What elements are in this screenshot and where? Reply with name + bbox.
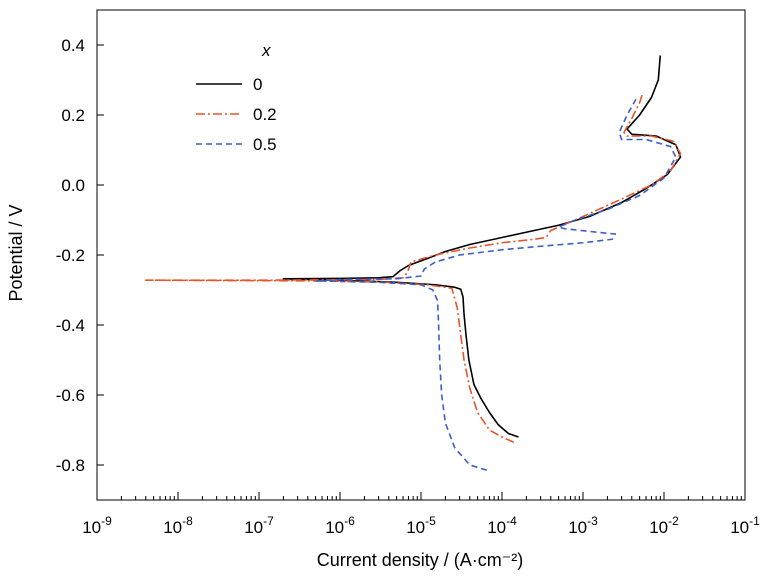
y-tick-label: 0.4 bbox=[61, 36, 85, 55]
x-tick-label: 10-4 bbox=[487, 514, 517, 537]
y-tick-label: -0.2 bbox=[56, 246, 85, 265]
x-tick-label: 10-2 bbox=[649, 514, 679, 537]
series-line-1 bbox=[144, 92, 682, 443]
x-tick-label: 10-6 bbox=[325, 514, 355, 537]
legend-title: x bbox=[261, 41, 271, 60]
x-tick-label: 10-3 bbox=[568, 514, 598, 537]
legend: x 0 0.2 0.5 bbox=[196, 41, 277, 154]
series-line-2 bbox=[314, 98, 677, 472]
legend-label-1: 0.2 bbox=[253, 105, 277, 124]
x-axis-title: Current density / (A·cm⁻²) bbox=[317, 550, 524, 570]
y-tick-label: -0.4 bbox=[56, 316, 85, 335]
legend-label-2: 0.5 bbox=[253, 135, 277, 154]
series-line-0 bbox=[282, 55, 682, 438]
legend-label-0: 0 bbox=[253, 75, 262, 94]
x-tick-label: 10-7 bbox=[244, 514, 274, 537]
x-axis: 10-9 10-8 10-7 10-6 10-5 10-4 10-3 10-2 10-1 bbox=[82, 492, 760, 537]
x-tick-label: 10-8 bbox=[163, 514, 193, 537]
y-tick-label: -0.6 bbox=[56, 386, 85, 405]
y-tick-label: 0.2 bbox=[61, 106, 85, 125]
y-tick-label: -0.8 bbox=[56, 456, 85, 475]
y-axis: 0.4 0.2 0.0 -0.2 -0.4 -0.6 -0.8 bbox=[56, 36, 104, 475]
y-tick-label: 0.0 bbox=[61, 176, 85, 195]
series-layer bbox=[144, 55, 682, 472]
y-axis-title: Potential / V bbox=[6, 204, 26, 301]
x-tick-label: 10-5 bbox=[406, 514, 436, 537]
plot-frame bbox=[96, 9, 746, 501]
x-tick-label: 10-1 bbox=[730, 514, 760, 537]
plot-border bbox=[96, 9, 746, 501]
x-tick-label: 10-9 bbox=[82, 514, 112, 537]
